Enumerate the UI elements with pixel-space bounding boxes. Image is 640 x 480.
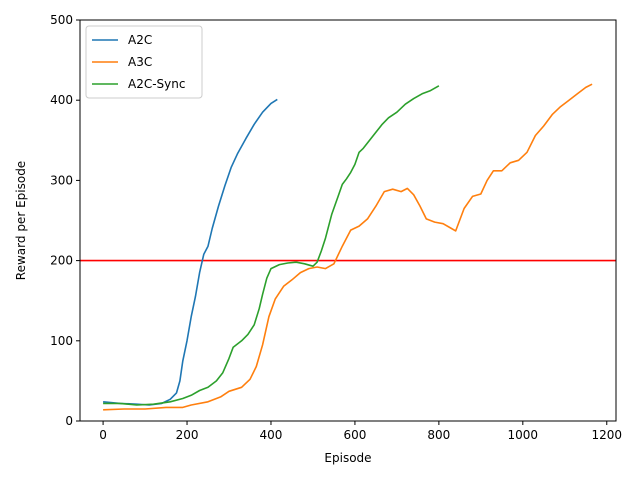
series-layer bbox=[103, 83, 593, 411]
x-tick-label: 1000 bbox=[508, 428, 539, 442]
y-tick-label: 300 bbox=[50, 173, 73, 187]
x-tick-label: 600 bbox=[343, 428, 366, 442]
series-line-2 bbox=[103, 85, 440, 406]
legend-box bbox=[85, 25, 203, 99]
legend-label-1: A3C bbox=[128, 55, 152, 69]
x-axis-label: Episode bbox=[324, 451, 371, 465]
y-tick-label: 0 bbox=[65, 414, 73, 428]
y-tick-label: 100 bbox=[50, 334, 73, 348]
x-tick-label: 800 bbox=[427, 428, 450, 442]
y-tick-label: 200 bbox=[50, 254, 73, 268]
legend-items: A2C A3C A2C-Sync bbox=[92, 33, 185, 91]
legend-label-2: A2C-Sync bbox=[128, 77, 185, 91]
x-tick-label: 400 bbox=[260, 428, 283, 442]
x-tick-label: 1200 bbox=[591, 428, 622, 442]
legend: A2C A3C A2C-Sync bbox=[85, 25, 203, 99]
x-axis-ticks: 0 200 400 600 800 1000 1200 bbox=[99, 421, 622, 442]
y-axis-label: Reward per Episode bbox=[14, 161, 28, 280]
y-axis-ticks: 0 100 200 300 400 500 bbox=[50, 13, 80, 428]
series-line-0 bbox=[103, 98, 278, 406]
x-tick-label: 0 bbox=[99, 428, 107, 442]
y-tick-label: 400 bbox=[50, 93, 73, 107]
plot-frame bbox=[79, 19, 617, 422]
legend-label-0: A2C bbox=[128, 33, 152, 47]
series-line-1 bbox=[103, 83, 593, 411]
y-tick-label: 500 bbox=[50, 13, 73, 27]
x-tick-label: 200 bbox=[176, 428, 199, 442]
